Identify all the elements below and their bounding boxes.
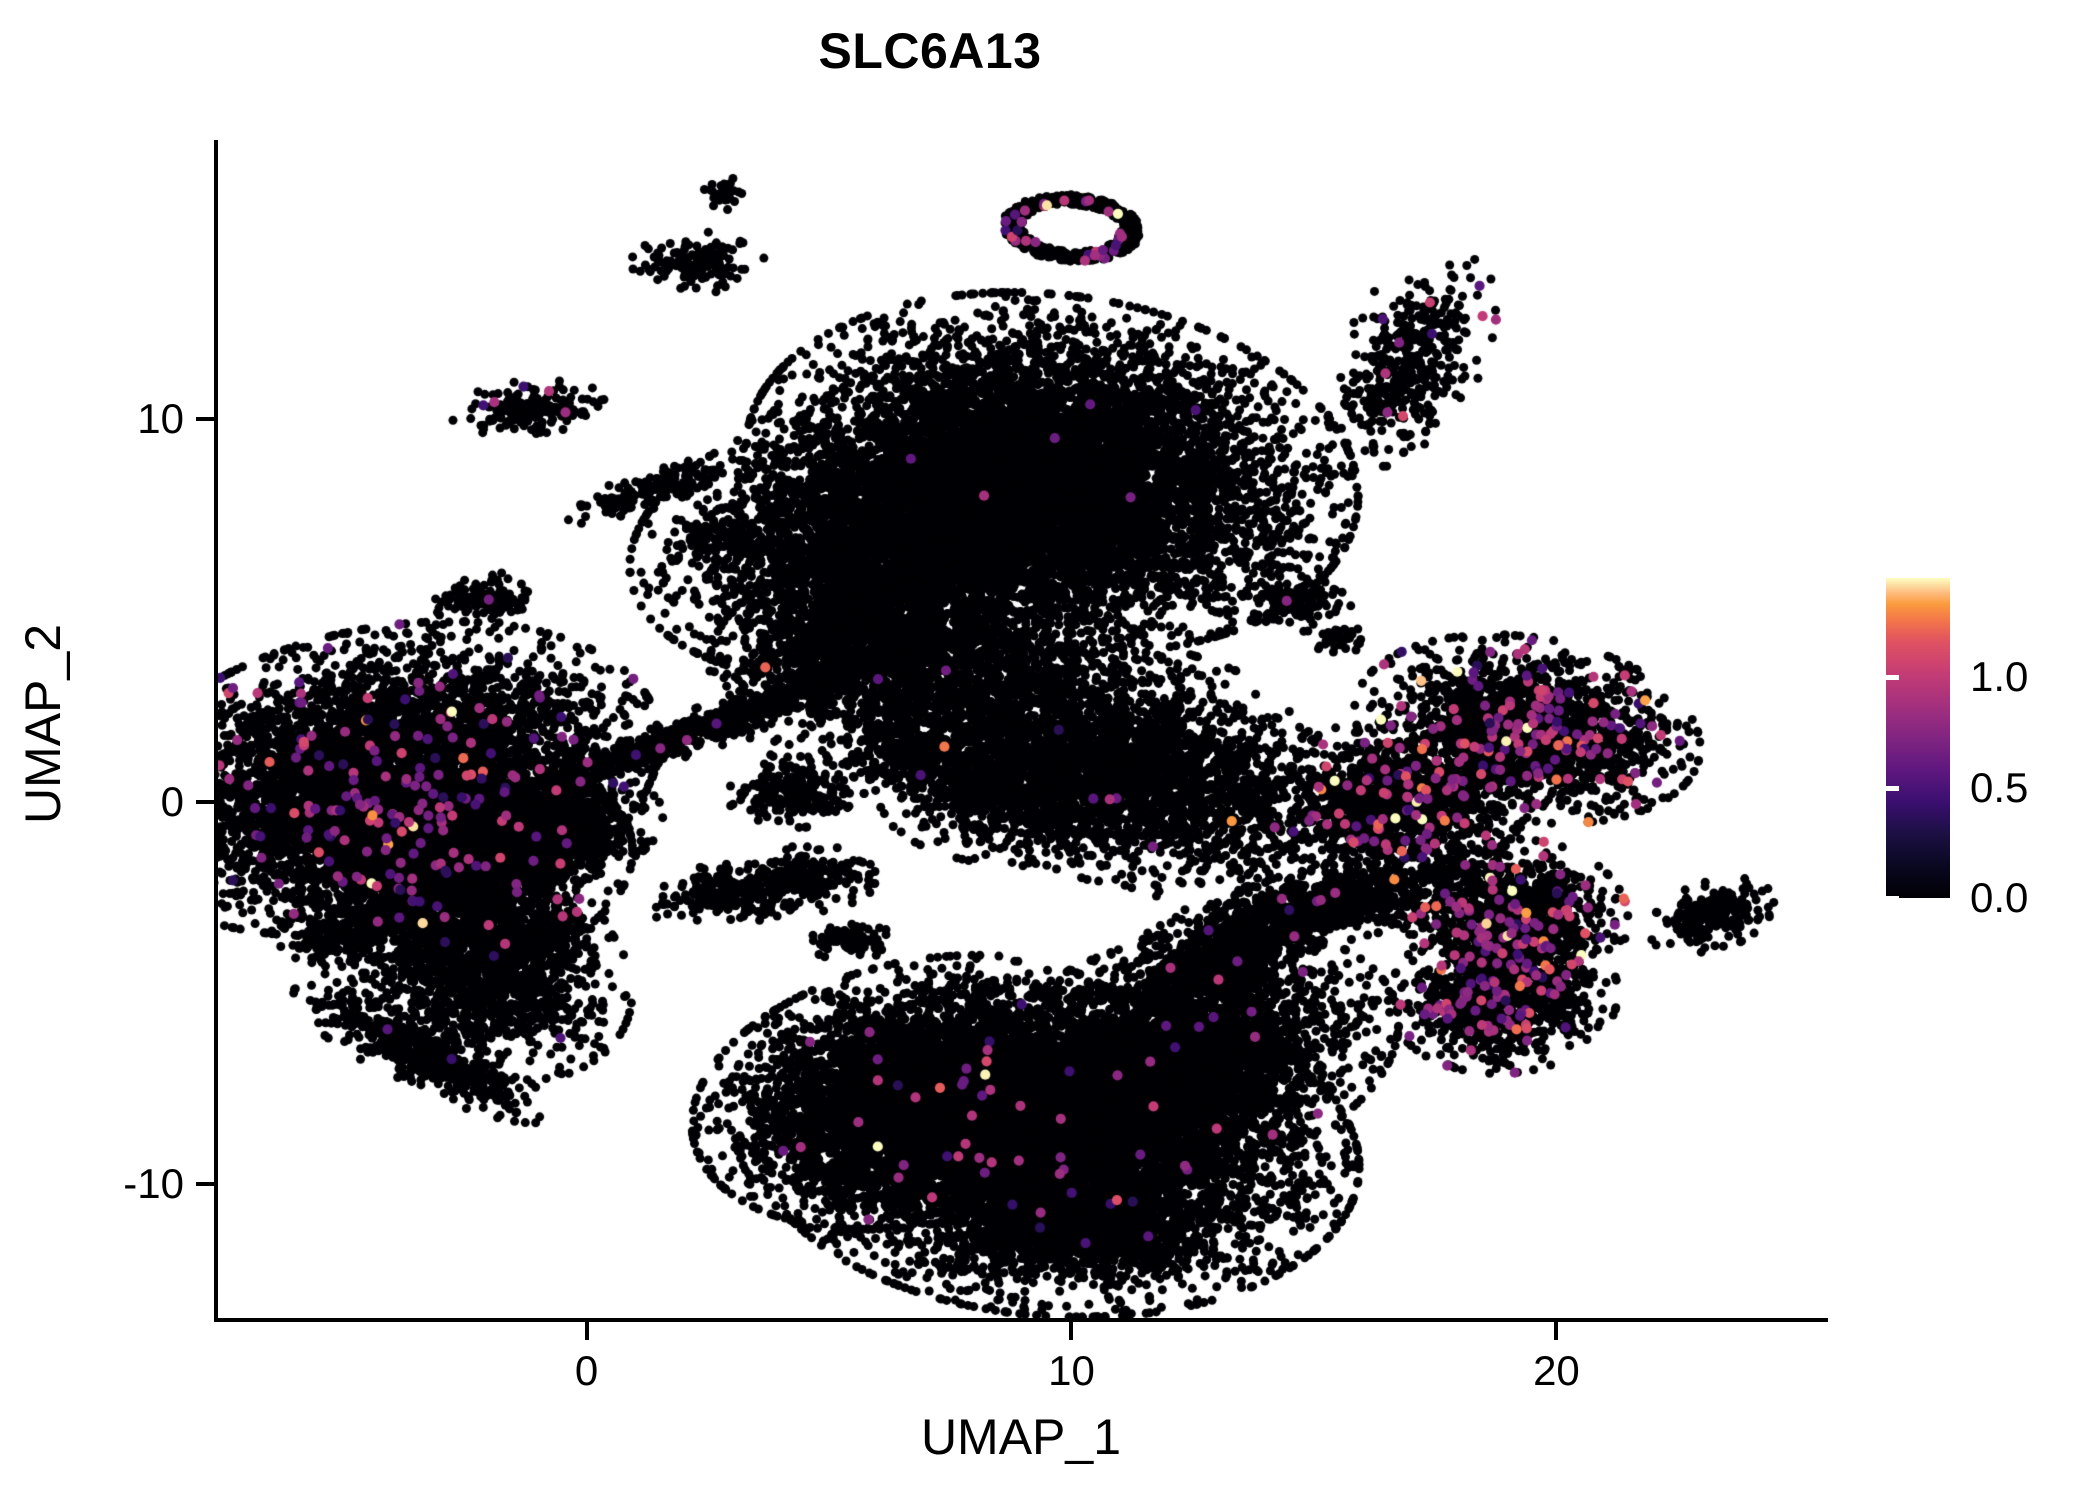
- y-tick-mark: [196, 799, 216, 804]
- colorbar-tick-label: 1.0: [1970, 653, 2029, 701]
- colorbar-tick-mark: [1886, 675, 1899, 681]
- colorbar-tick-mark: [2073, 896, 2086, 901]
- y-tick-mark: [196, 417, 216, 422]
- scatter-point-cloud: [218, 140, 1828, 1318]
- x-tick-mark: [1554, 1320, 1559, 1340]
- y-tick-label: -10: [123, 1160, 184, 1208]
- y-tick-label: 0: [160, 777, 184, 825]
- colorbar-tick-mark: [2073, 785, 2086, 791]
- page-title: SLC6A13: [818, 23, 1042, 79]
- x-tick-label: 10: [1048, 1347, 1095, 1394]
- y-tick-mark: [196, 1182, 216, 1187]
- colorbar-tick-mark: [2073, 675, 2086, 681]
- x-axis-line: [214, 1318, 1828, 1322]
- colorbar-legend: 0.0 0.5 1.0: [1886, 578, 2086, 919]
- x-tick-label: 0: [574, 1347, 599, 1394]
- x-axis-title: UMAP_1: [920, 1409, 1122, 1465]
- color-gradient-bar: [1886, 578, 1950, 898]
- colorbar-tick-label: 0.0: [1970, 874, 2029, 921]
- x-tick-label: 20: [1533, 1347, 1580, 1394]
- colorbar-tick-label: 0.5: [1970, 763, 2029, 811]
- y-axis-line: [214, 140, 218, 1322]
- y-tick-label: 10: [137, 395, 184, 443]
- plot-panel: [218, 140, 1828, 1318]
- colorbar-tick-mark: [1886, 896, 1899, 901]
- x-tick-mark: [584, 1320, 589, 1340]
- colorbar-tick-mark: [1886, 785, 1899, 791]
- y-axis-title: UMAP_2: [15, 623, 71, 825]
- x-tick-mark: [1069, 1320, 1074, 1340]
